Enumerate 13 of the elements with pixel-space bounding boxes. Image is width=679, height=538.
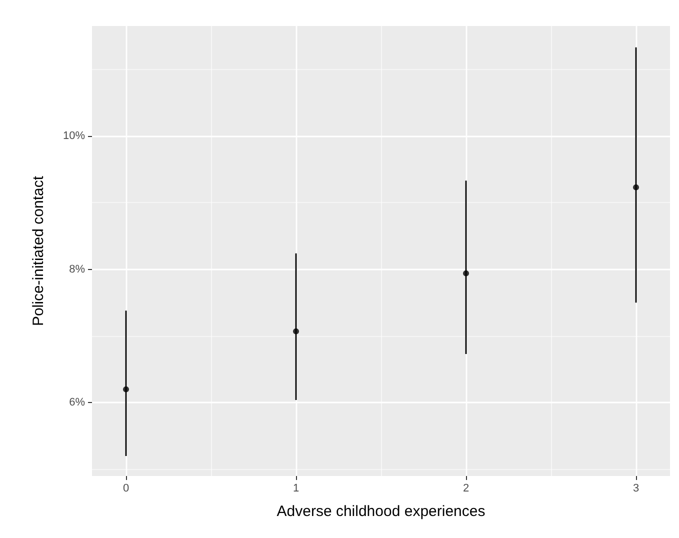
x-axis-title: Adverse childhood experiences — [276, 503, 486, 520]
point — [633, 184, 639, 190]
y-tick-label: 6% — [69, 396, 86, 409]
point — [293, 328, 299, 334]
x-tick-label: 3 — [632, 482, 640, 494]
y-tick-label: 8% — [69, 263, 86, 276]
y-axis-title: Police-initiated contact — [30, 175, 47, 326]
x-tick-label: 0 — [122, 482, 130, 494]
x-tick-label: 1 — [292, 482, 300, 494]
point — [123, 386, 129, 392]
y-tick-label: 10% — [62, 130, 86, 142]
point — [463, 270, 469, 276]
x-tick-label: 2 — [462, 482, 470, 494]
